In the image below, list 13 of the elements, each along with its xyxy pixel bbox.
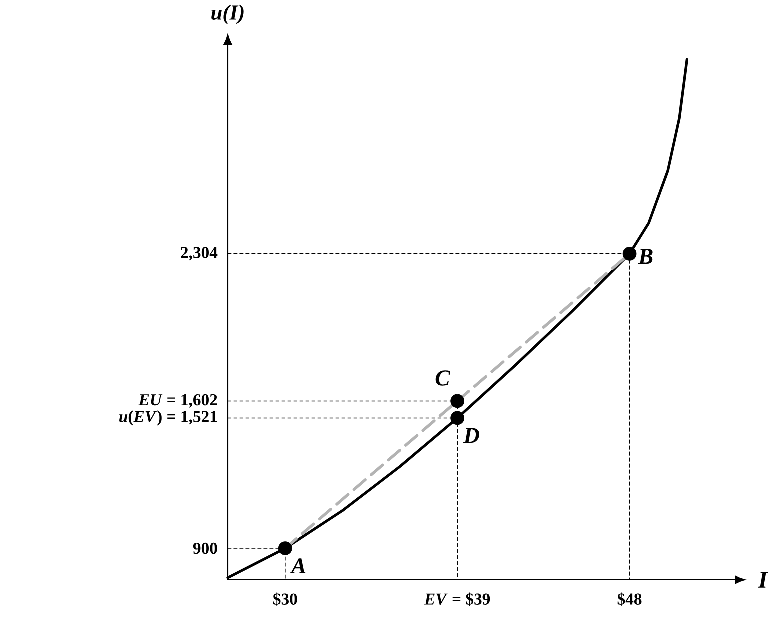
annotation: D — [463, 428, 480, 444]
annotation: A — [290, 558, 306, 574]
y-tick-label: 2,304 — [181, 247, 218, 261]
y-tick-label: 900 — [193, 542, 218, 554]
y-tick-label: EU = 1,602 — [138, 394, 218, 408]
x-tick-label: EV = $39 — [424, 592, 490, 606]
x-tick-label: $48 — [618, 592, 642, 606]
x-tick-label: $30 — [273, 592, 298, 606]
y-tick-label: u(EV) = 1,521 — [120, 410, 218, 426]
y-axis-title: u(I) — [212, 4, 244, 24]
annotation: C — [436, 370, 450, 386]
annotation: B — [638, 249, 653, 264]
x-axis-title: I — [758, 572, 768, 588]
